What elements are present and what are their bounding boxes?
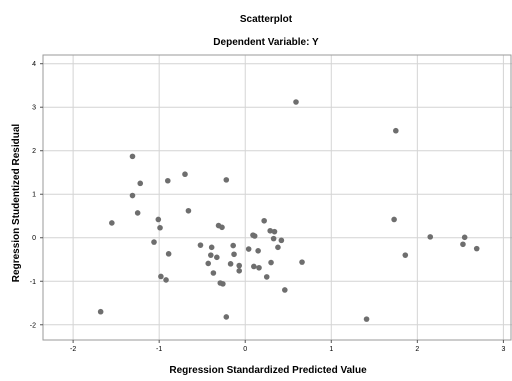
scatter-point (282, 287, 288, 293)
y-tick-label: 0 (32, 235, 36, 242)
x-tick-label: 2 (415, 346, 419, 353)
chart-subtitle: Dependent Variable: Y (213, 37, 319, 48)
scatter-point (185, 207, 192, 214)
scatter-point (461, 234, 468, 241)
scatter-point (460, 241, 466, 248)
scatter-point (267, 227, 273, 234)
scatter-point (182, 171, 188, 178)
scatter-point (220, 281, 226, 287)
scatter-point (129, 192, 136, 199)
scatter-point (271, 228, 278, 235)
scatter-point (208, 244, 215, 251)
axis-ticks: -2 -1 0 1 2 3 -2 -1 0 1 2 3 4 (30, 61, 506, 353)
scatter-point (163, 277, 169, 283)
scatter-point (263, 274, 270, 280)
scatter-point (158, 273, 164, 280)
scatter-point (205, 260, 212, 267)
scatter-point (278, 237, 285, 244)
scatter-point (393, 127, 399, 134)
y-tick-label: 3 (32, 105, 36, 112)
scatter-point (223, 177, 230, 183)
y-tick-label: 2 (32, 148, 36, 155)
scatter-point (230, 242, 236, 249)
chart-title: Scatterplot (240, 14, 293, 25)
scatter-point (151, 239, 157, 245)
y-tick-label: -2 (30, 322, 36, 329)
y-tick-label: 1 (32, 192, 36, 199)
scatter-point (214, 254, 220, 261)
scatter-point (270, 235, 277, 242)
scatter-point (97, 308, 104, 315)
scatter-point (197, 242, 204, 248)
x-tick-label: 3 (501, 346, 505, 353)
scatter-point (208, 252, 214, 258)
scatter-point (251, 233, 258, 239)
scatter-point (129, 153, 136, 160)
scatter-point (219, 224, 225, 231)
y-axis-label: Regression Studentized Residual (11, 124, 22, 283)
scatter-point (268, 259, 274, 266)
grid-lines (43, 55, 512, 340)
y-tick-label: -1 (30, 279, 36, 286)
scatter-point (391, 216, 397, 223)
scatter-point (155, 216, 162, 223)
scatter-point (256, 264, 262, 271)
y-tick-label: 4 (32, 61, 36, 68)
x-tick-label: 1 (329, 346, 333, 353)
scatter-point (245, 246, 252, 252)
scatter-point (402, 252, 409, 258)
scatter-point (227, 261, 234, 267)
scatter-point (261, 217, 267, 224)
scatter-point (157, 224, 163, 231)
scatter-point (236, 262, 243, 269)
x-axis-label: Regression Standardized Predicted Value (169, 365, 367, 376)
x-tick-label: -1 (156, 346, 162, 353)
scatter-point (210, 270, 217, 276)
scatter-point (137, 180, 144, 187)
scatter-point (299, 259, 305, 265)
scatter-point (293, 99, 299, 105)
scatter-point (236, 268, 243, 274)
scatter-point (231, 251, 237, 258)
scatter-point (165, 251, 172, 257)
scatter-point (275, 244, 281, 251)
scatter-point (109, 220, 115, 226)
scatter-point (251, 263, 257, 270)
data-points (97, 99, 480, 322)
scatter-point (164, 177, 171, 184)
scatter-point (473, 245, 480, 252)
x-tick-label: 0 (243, 346, 247, 353)
scatter-point (134, 210, 141, 216)
scatter-point (255, 248, 261, 254)
scatter-point (223, 314, 230, 320)
x-tick-label: -2 (70, 346, 76, 353)
scatter-point (427, 234, 434, 240)
plot-area-frame (42, 54, 512, 341)
scatter-point (363, 316, 370, 322)
